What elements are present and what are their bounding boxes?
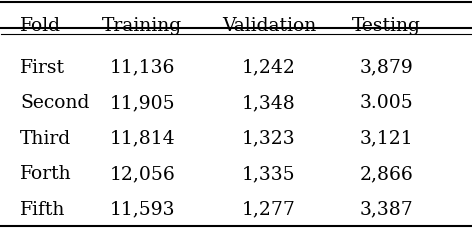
Text: Validation: Validation: [222, 17, 316, 35]
Text: 1,323: 1,323: [242, 129, 295, 147]
Text: 3,387: 3,387: [359, 200, 413, 218]
Text: Training: Training: [102, 17, 182, 35]
Text: 11,593: 11,593: [110, 200, 175, 218]
Text: 3,879: 3,879: [359, 58, 413, 76]
Text: 12,056: 12,056: [110, 164, 175, 182]
Text: 3,121: 3,121: [359, 129, 413, 147]
Text: 1,242: 1,242: [242, 58, 296, 76]
Text: 2,866: 2,866: [359, 164, 413, 182]
Text: Second: Second: [20, 94, 90, 112]
Text: Forth: Forth: [20, 164, 72, 182]
Text: Testing: Testing: [352, 17, 421, 35]
Text: First: First: [20, 58, 65, 76]
Text: Fold: Fold: [20, 17, 61, 35]
Text: 1,348: 1,348: [242, 94, 296, 112]
Text: 3.005: 3.005: [359, 94, 413, 112]
Text: 11,905: 11,905: [110, 94, 175, 112]
Text: Third: Third: [20, 129, 71, 147]
Text: 11,814: 11,814: [110, 129, 175, 147]
Text: 1,335: 1,335: [242, 164, 295, 182]
Text: Fifth: Fifth: [20, 200, 66, 218]
Text: 11,136: 11,136: [110, 58, 175, 76]
Text: 1,277: 1,277: [242, 200, 296, 218]
